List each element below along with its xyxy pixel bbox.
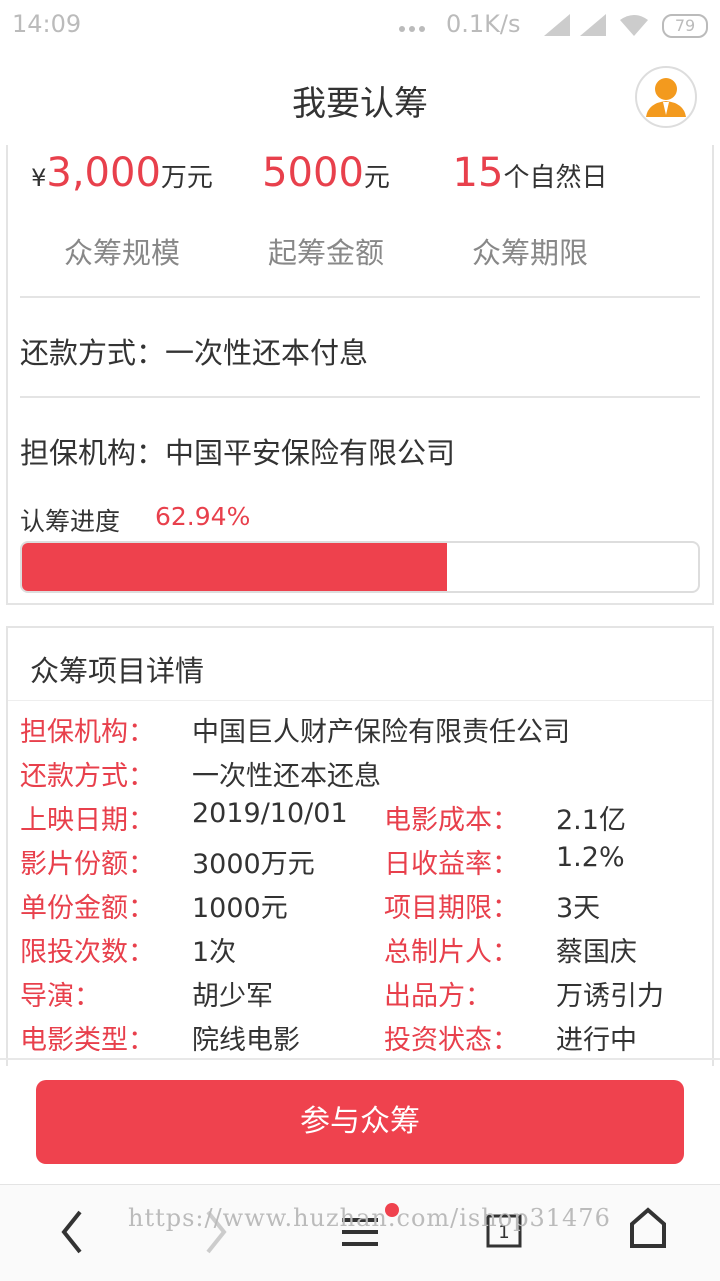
detail-value: 2019/10/01 [192,798,348,829]
divider [20,396,700,398]
details-title: 众筹项目详情 [30,654,205,688]
header-title: 我要认筹 [292,84,428,124]
unit: 个自然日 [503,163,608,193]
detail-value: 胡少军 [192,981,273,1012]
detail-label: 电影成本： [384,805,519,836]
progress-label: 认筹进度 [20,507,121,536]
detail-value: 1000元 [192,893,288,924]
summary-amount: 5000元 [146,150,506,196]
detail-label: 上映日期： [20,805,155,836]
battery: 79 [662,14,708,38]
detail-label: 总制片人： [384,937,519,968]
progress-value: 62.94% [155,502,251,531]
join-button[interactable]: 参与众筹 [36,1080,684,1164]
detail-value: 2.1亿 [556,805,626,836]
detail-label: 导演： [20,981,101,1012]
detail-label: 项目期限： [384,893,519,924]
detail-value: 中国巨人财产保险有限责任公司 [192,717,570,748]
amount: 3,000 [46,150,161,196]
guarantor: 担保机构：中国平安保险有限公司 [20,436,456,470]
summary-card [6,145,714,605]
nav-icons: 1 [61,1203,666,1254]
progress-bar [22,543,448,591]
detail-label: 限投次数： [20,937,155,968]
summary-amount: 15个自然日 [350,150,710,196]
detail-value: 蔡国庆 [556,937,637,968]
status-dots [399,26,425,32]
status-icons [544,14,648,36]
detail-value: 3000万元 [192,849,315,880]
summary-label: 众筹规模 [63,236,180,270]
detail-label: 还款方式： [20,761,155,792]
currency: ¥ [31,164,47,192]
divider [8,700,712,701]
detail-value: 进行中 [556,1025,637,1056]
unit: 万元 [160,163,213,193]
avatar[interactable] [634,65,698,129]
svg-text:1: 1 [498,1222,509,1243]
summary-amount: ¥3,000万元 [0,150,302,196]
details-card [6,626,714,1066]
detail-label: 单份金额： [20,893,155,924]
detail-value: 院线电影 [192,1025,300,1056]
amount: 15 [452,150,504,196]
summary-label: 众筹期限 [471,236,588,270]
unit: 元 [363,163,390,193]
status-speed: 0.1K/s [446,10,521,38]
detail-label: 日收益率： [384,849,519,880]
summary-label: 起筹金额 [267,236,384,270]
detail-label: 电影类型： [20,1025,155,1056]
divider [20,296,700,298]
detail-label: 出品方： [384,981,492,1012]
detail-value: 一次性还本还息 [192,761,381,792]
status-time: 14:09 [12,10,82,38]
detail-label: 影片份额： [20,849,155,880]
detail-value: 1.2% [556,842,625,873]
watermark: https://www.huzhan.com/ishop31476 [128,1204,611,1232]
progress-track [20,541,700,593]
amount: 5000 [262,150,364,196]
detail-value: 3天 [556,893,601,924]
detail-value: 万诱引力 [556,981,664,1012]
divider [0,1058,720,1060]
detail-value: 1次 [192,937,237,968]
detail-label: 担保机构： [20,717,155,748]
repayment: 还款方式：一次性还本付息 [20,336,369,370]
detail-label: 投资状态： [384,1025,519,1056]
